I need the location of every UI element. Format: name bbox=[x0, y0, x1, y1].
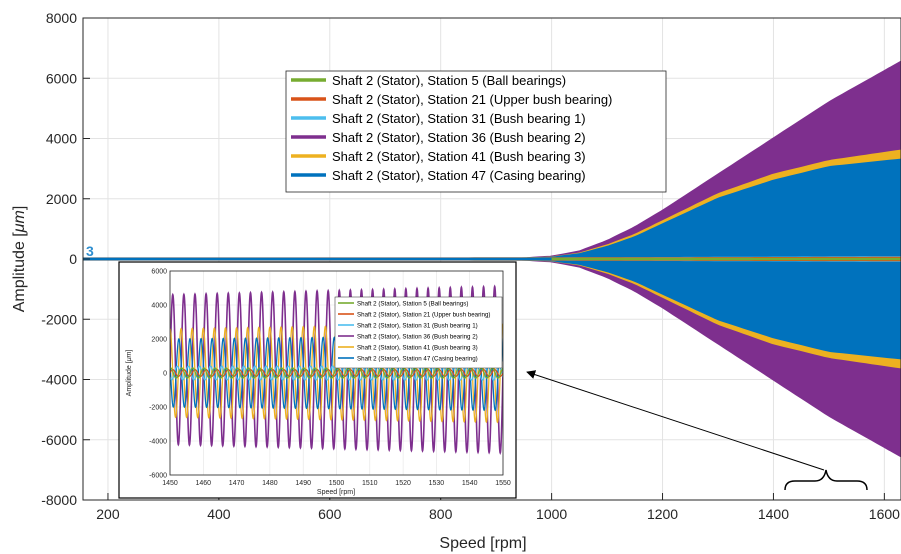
main-legend: Shaft 2 (Stator), Station 5 (Ball bearin… bbox=[285, 70, 667, 193]
main-legend-label: Shaft 2 (Stator), Station 47 (Casing bea… bbox=[332, 168, 586, 183]
main-legend-label: Shaft 2 (Stator), Station 5 (Ball bearin… bbox=[332, 73, 566, 88]
main-y-tick-label: -8000 bbox=[41, 492, 77, 508]
inset-x-tick-label: 1460 bbox=[196, 480, 212, 487]
inset-x-tick-label: 1490 bbox=[295, 480, 311, 487]
inset-x-tick-label: 1450 bbox=[162, 480, 178, 487]
main-legend-label: Shaft 2 (Stator), Station 36 (Bush beari… bbox=[332, 130, 586, 145]
y-axis-label-unit: μm bbox=[11, 210, 28, 233]
main-legend-label: Shaft 2 (Stator), Station 21 (Upper bush… bbox=[332, 92, 612, 107]
main-x-tick-label: 1000 bbox=[536, 506, 567, 522]
main-ticks: 200 400 600 800 1000 1200 1400 1600 -8000 -6000 -4… bbox=[41, 10, 900, 522]
inset-y-tick-label: -4000 bbox=[149, 439, 167, 446]
zoom-annotations bbox=[526, 370, 868, 491]
inset-y-tick-label: 0 bbox=[163, 371, 167, 378]
inset-y-tick-label: 4000 bbox=[151, 303, 167, 310]
main-y-tick-label: -6000 bbox=[41, 432, 77, 448]
main-x-tick-label: 1400 bbox=[758, 506, 789, 522]
main-y-tick-label: 6000 bbox=[46, 70, 77, 86]
inset-series-line-shaft-2-stator-station-31-bush-bearing-1 bbox=[170, 365, 503, 381]
inset-y-tick-label: -6000 bbox=[149, 473, 167, 480]
main-legend-label: Shaft 2 (Stator), Station 31 (Bush beari… bbox=[332, 111, 586, 126]
main-y-tick-label: -2000 bbox=[41, 311, 77, 327]
zoom-arrow bbox=[526, 370, 825, 471]
inset-y-tick-label: 6000 bbox=[151, 269, 167, 276]
inset-legend-label: Shaft 2 (Stator), Station 41 (Bush beari… bbox=[357, 345, 478, 352]
main-x-tick-label: 400 bbox=[207, 506, 231, 522]
inset-legend: Shaft 2 (Stator), Station 5 (Ball bearin… bbox=[334, 296, 503, 369]
x-axis-label: Speed [rpm] bbox=[439, 535, 526, 552]
inset-legend-items: Shaft 2 (Stator), Station 5 (Ball bearin… bbox=[338, 301, 490, 363]
start-marker-label: 3 bbox=[86, 243, 94, 259]
inset-x-tick-label: 1510 bbox=[362, 480, 378, 487]
main-y-tick-label: 2000 bbox=[46, 191, 77, 207]
main-legend-items: Shaft 2 (Stator), Station 5 (Ball bearin… bbox=[291, 73, 612, 183]
inset-legend-label: Shaft 2 (Stator), Station 31 (Bush beari… bbox=[357, 323, 478, 330]
inset-legend-label: Shaft 2 (Stator), Station 36 (Bush beari… bbox=[357, 334, 478, 341]
main-y-tick-label: 0 bbox=[69, 251, 77, 267]
inset-ticks: 1450 1460 1470 1480 1490 1500 1510 1520 1530 1540… bbox=[149, 269, 511, 488]
inset-axes-frame bbox=[169, 270, 504, 476]
inset-y-axis-label: Amplitude [μm] bbox=[126, 350, 133, 397]
inset-x-tick-label: 1520 bbox=[395, 480, 411, 487]
inset-series-line-shaft-2-stator-station-21-upper-bush-bearing bbox=[170, 368, 503, 378]
inset-y-tick-label: 2000 bbox=[151, 337, 167, 344]
inset-x-tick-label: 1550 bbox=[495, 480, 511, 487]
main-axes-frame bbox=[82, 17, 901, 501]
inset-x-tick-label: 1480 bbox=[262, 480, 278, 487]
main-series-group bbox=[83, 60, 901, 458]
main-legend-label: Shaft 2 (Stator), Station 41 (Bush beari… bbox=[332, 149, 586, 164]
inset-y-axis-label-close: ] bbox=[126, 350, 133, 352]
main-x-tick-label: 200 bbox=[96, 506, 120, 522]
main-y-tick-label: 8000 bbox=[46, 10, 77, 26]
inset-x-tick-label: 1500 bbox=[329, 480, 345, 487]
inset-legend-label: Shaft 2 (Stator), Station 21 (Upper bush… bbox=[357, 312, 490, 319]
main-x-tick-label: 1600 bbox=[869, 506, 900, 522]
inset-legend-box bbox=[334, 296, 503, 369]
inset-legend-label: Shaft 2 (Stator), Station 5 (Ball bearin… bbox=[357, 301, 468, 308]
main-x-tick-label: 800 bbox=[429, 506, 453, 522]
main-y-tick-label: -4000 bbox=[41, 372, 77, 388]
y-axis-label-text: Amplitude [ bbox=[11, 232, 28, 313]
inset-legend-label: Shaft 2 (Stator), Station 47 (Casing bea… bbox=[357, 356, 478, 363]
inset-y-axis-label-text: Amplitude [ bbox=[126, 361, 133, 396]
zoom-range-brace bbox=[784, 469, 868, 491]
y-axis-label-close: ] bbox=[11, 206, 28, 210]
main-y-tick-label: 4000 bbox=[46, 131, 77, 147]
main-x-tick-label: 1200 bbox=[647, 506, 678, 522]
zoom-inset: 1450 1460 1470 1480 1490 1500 1510 1520 1530 1540… bbox=[118, 261, 517, 499]
main-x-tick-label: 600 bbox=[318, 506, 342, 522]
inset-y-tick-label: -2000 bbox=[149, 405, 167, 412]
inset-x-tick-label: 1530 bbox=[429, 480, 445, 487]
main-legend-box bbox=[285, 70, 667, 193]
inset-x-axis-label: Speed [rpm] bbox=[317, 489, 355, 496]
inset-x-tick-label: 1540 bbox=[462, 480, 478, 487]
y-axis-label: Amplitude [μm] bbox=[11, 206, 28, 313]
inset-y-axis-label-unit: μm bbox=[126, 351, 133, 362]
inset-x-tick-label: 1470 bbox=[229, 480, 245, 487]
